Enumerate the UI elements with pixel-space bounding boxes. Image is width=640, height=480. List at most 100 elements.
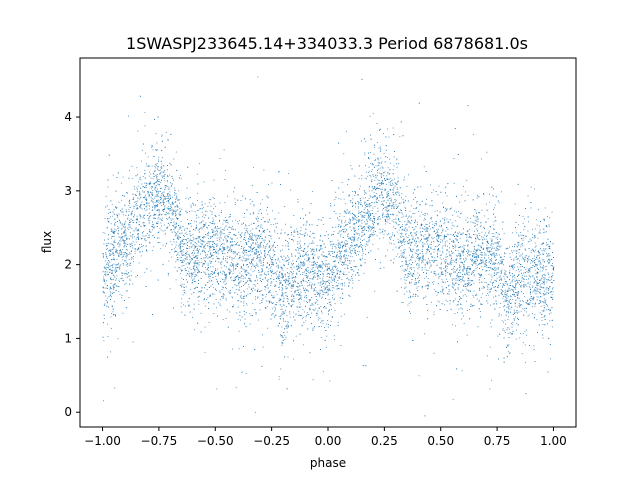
data-point (208, 202, 210, 204)
data-point (378, 200, 380, 202)
data-point (314, 269, 316, 271)
data-point (292, 260, 294, 262)
data-point (313, 249, 315, 251)
data-point (552, 287, 554, 289)
data-point (139, 177, 141, 178)
data-point (438, 236, 440, 238)
data-point (487, 218, 489, 220)
data-point (251, 228, 253, 230)
data-point (354, 246, 356, 248)
data-point (468, 268, 470, 269)
data-point (389, 158, 391, 160)
data-point (327, 251, 329, 252)
data-point (387, 193, 389, 195)
data-point (319, 270, 321, 272)
data-point (120, 222, 121, 224)
data-point (496, 278, 498, 280)
data-point (440, 263, 442, 265)
data-point (270, 238, 272, 240)
data-point (255, 280, 257, 282)
data-point (415, 252, 417, 254)
data-point (196, 226, 197, 228)
data-point (473, 275, 475, 277)
data-point (523, 281, 525, 283)
data-point (180, 227, 182, 229)
data-point (529, 238, 531, 240)
data-point (381, 232, 383, 234)
data-point (402, 215, 404, 217)
data-point (302, 309, 304, 310)
data-point (520, 333, 521, 334)
data-point (358, 280, 360, 281)
data-point (314, 290, 315, 291)
data-point (346, 267, 348, 269)
data-point (358, 246, 359, 248)
data-point (544, 219, 546, 221)
data-point (379, 172, 380, 174)
data-point (381, 161, 383, 163)
data-point (476, 265, 478, 266)
data-point (476, 249, 478, 251)
data-point (493, 224, 495, 226)
data-point (122, 279, 124, 281)
data-point (281, 257, 283, 259)
data-point (245, 239, 246, 241)
data-point (155, 189, 157, 191)
data-point (250, 248, 252, 250)
data-point (444, 237, 446, 239)
data-point (110, 223, 112, 225)
data-point (394, 201, 396, 203)
data-point (306, 260, 308, 262)
data-point (418, 257, 420, 259)
data-point (464, 294, 466, 295)
data-point (409, 292, 411, 293)
data-point (523, 293, 524, 294)
data-point (320, 236, 322, 238)
data-point (327, 290, 329, 292)
data-point (485, 203, 487, 205)
data-point (228, 246, 230, 248)
data-point (504, 269, 506, 271)
data-point (321, 268, 323, 270)
data-point (208, 280, 210, 282)
data-point (427, 270, 429, 271)
data-point (122, 240, 124, 242)
data-point (264, 253, 266, 255)
data-point (248, 255, 250, 257)
data-point (216, 230, 218, 231)
data-point (126, 277, 128, 279)
data-point (186, 250, 188, 252)
data-point (541, 320, 543, 321)
data-point (455, 288, 456, 290)
data-point (358, 228, 359, 230)
data-point (111, 229, 113, 231)
data-point (225, 288, 227, 290)
data-point (156, 209, 158, 211)
data-point (468, 279, 470, 281)
data-point (425, 230, 427, 232)
data-point (447, 263, 448, 265)
data-point (485, 238, 487, 240)
data-point (404, 274, 406, 275)
data-point (429, 243, 431, 245)
data-point (169, 163, 171, 164)
data-point (399, 239, 401, 241)
data-point (152, 189, 154, 191)
data-point (145, 234, 147, 236)
data-point (196, 257, 198, 258)
data-point (167, 192, 169, 194)
data-point (377, 165, 379, 167)
data-point (404, 238, 406, 240)
data-point (184, 228, 186, 230)
data-point (241, 266, 243, 267)
data-point (479, 277, 481, 278)
data-point (466, 285, 468, 287)
data-point (436, 245, 438, 247)
data-point (103, 291, 105, 293)
data-point (228, 216, 230, 218)
data-point (432, 249, 434, 251)
data-point (301, 268, 302, 269)
data-point (416, 202, 418, 204)
data-point (252, 263, 254, 265)
data-point (534, 255, 535, 257)
